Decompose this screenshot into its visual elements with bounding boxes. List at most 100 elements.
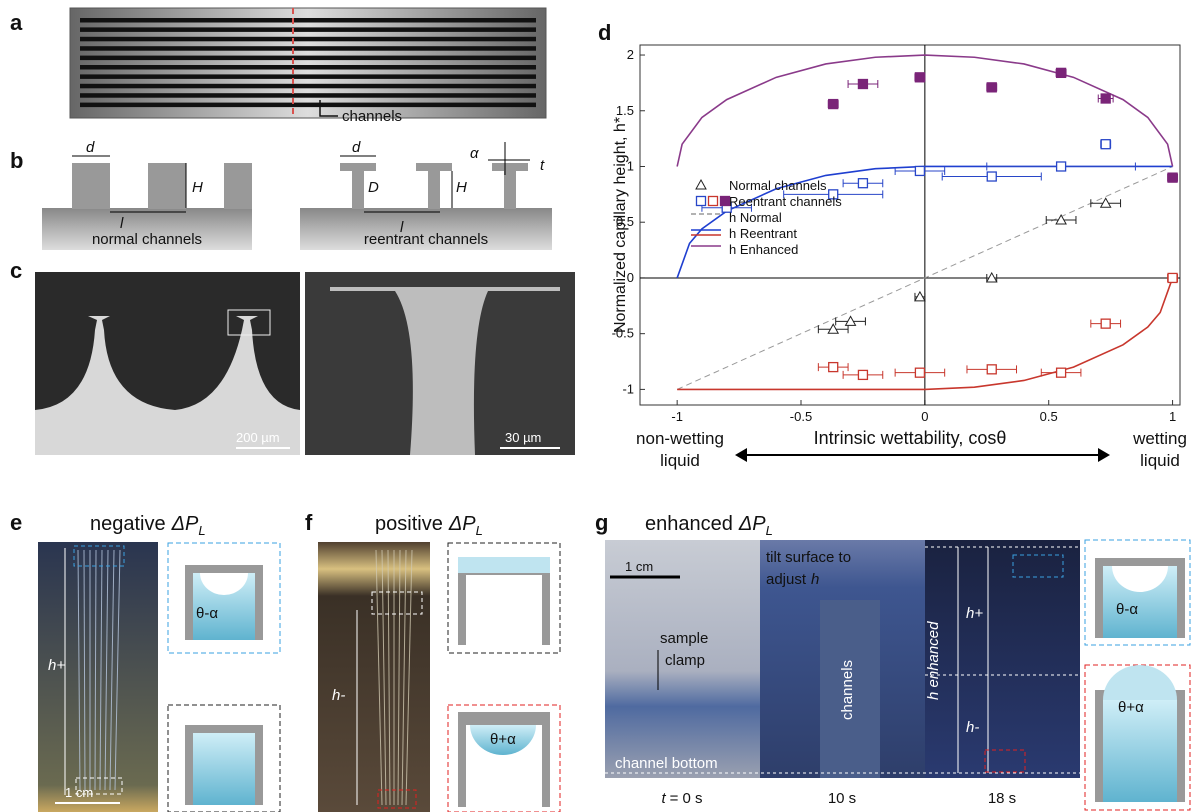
point [987,365,996,374]
label: D [368,179,379,196]
point [915,73,924,82]
panel-label: e [10,510,22,535]
x-axis-label: Intrinsic wettability, cosθ [814,428,1007,448]
page: a b c d e f g channels d H l normal chan… [0,0,1194,812]
annotation: wetting [1132,429,1187,448]
channel-empty [466,575,542,645]
x-tick-label: 0.5 [1040,409,1058,424]
channel [80,27,536,32]
channel [80,74,536,79]
label: h- [332,687,345,704]
channel [80,93,536,98]
point [858,370,867,379]
point [829,100,838,109]
channel [80,46,536,51]
scale-label: 30 µm [505,430,541,445]
point [858,179,867,188]
cap [416,163,452,171]
stem [504,171,516,209]
liquid [458,557,550,573]
y-tick-label: 0 [627,270,634,285]
point [697,197,706,206]
panel-c: 200 µm 30 µm [35,272,575,455]
point [1057,162,1066,171]
channel [80,103,536,108]
panel-f: positiveΔPL h- θ+α [318,513,560,812]
label: adjusth [766,571,819,588]
y-tick-label: 1 [627,158,634,173]
annotation: liquid [1140,451,1180,470]
label: d [86,139,95,156]
point [1101,140,1110,149]
annotation: non-wetting [636,429,724,448]
photo [318,542,430,812]
liquid [193,733,255,805]
pillar [148,163,186,209]
title-part: L [476,523,483,538]
pillar [224,163,252,209]
point [1168,173,1177,182]
label: channels [839,660,856,720]
chart: Intrinsic wettability, cosθ Normalized c… [612,45,1187,470]
label-part: adjust [766,571,807,588]
channel [80,56,536,61]
panel-label: f [305,510,313,535]
label: h+ [48,657,65,674]
x-tick-label: 0 [921,409,928,424]
panel-a: channels [70,8,546,125]
scale-label: 1 cm [625,559,653,574]
label: α [470,145,479,162]
point [1101,94,1110,103]
legend-label: h Normal [729,210,782,225]
panel-e: negativeΔPL h+ 1 cm θ-α [38,513,280,812]
pillar [72,163,110,209]
point [987,83,996,92]
photo [38,542,158,812]
x-tick-label: 1 [1169,409,1176,424]
point [915,166,924,175]
angle-label: θ-α [196,605,218,622]
chip [70,8,546,118]
channel [80,65,536,70]
label: d [352,139,361,156]
label: h- [966,719,979,736]
y-tick-label: 2 [627,47,634,62]
label-part: h [811,571,819,588]
y-tick-label: -0.5 [612,326,634,341]
label: H [456,179,467,196]
channel [80,37,536,42]
panel-g: enhancedΔPL 1 cm tilt surface to adjusth… [605,513,1190,810]
point [696,180,706,189]
panel-title: negativeΔPL [90,513,206,538]
label: h enhanced [925,621,942,700]
title-part: ΔP [738,513,766,535]
angle-label: θ+α [1118,699,1144,716]
panel-label: g [595,510,608,535]
time-part: t [661,790,666,807]
label: h+ [966,605,983,622]
stem [352,171,364,209]
y-tick-label: -1 [622,381,634,396]
time-label: 10 s [828,790,856,807]
channel [80,18,536,23]
point [1168,273,1177,282]
label: t [540,157,545,174]
cap [492,163,528,171]
photo [925,540,1080,778]
title-part: negative [90,513,166,535]
label: sample [660,630,708,647]
point [1057,368,1066,377]
panel-label: c [10,258,22,283]
legend-label: h Reentrant [729,226,797,241]
panel-label: a [10,10,23,35]
title-part: enhanced [645,513,733,535]
panel-b: d H l normal channels d D l H α t reentr… [42,139,552,250]
time-label: 18 s [988,790,1016,807]
point [915,368,924,377]
plot-frame [640,45,1180,405]
y-tick-label: 1.5 [616,103,634,118]
point [987,172,996,181]
y-tick-label: 0.5 [616,214,634,229]
time-part: = 0 s [670,790,703,807]
